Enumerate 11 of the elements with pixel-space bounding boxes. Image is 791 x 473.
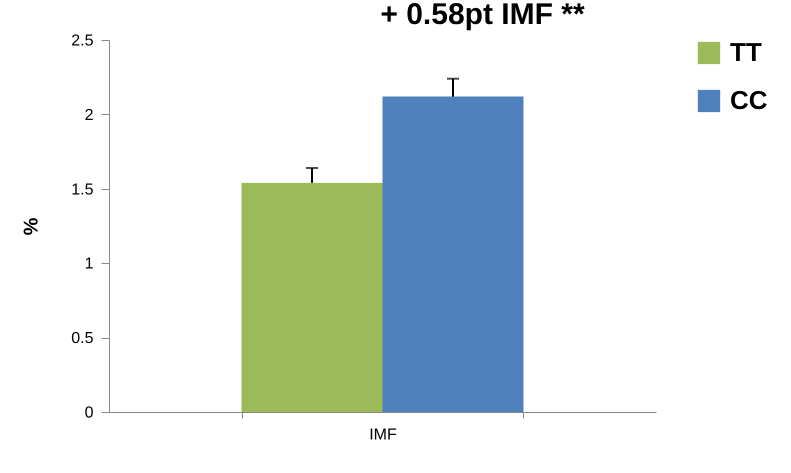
y-tick-label: 2 <box>84 106 94 124</box>
y-tick-label: 2.5 <box>71 32 94 50</box>
y-tick-label: 1.5 <box>71 181 94 198</box>
legend-label: TT <box>730 37 762 67</box>
x-tick-label: IMF <box>369 426 397 444</box>
legend-label: CC <box>730 85 768 115</box>
y-tick-label: 0 <box>84 404 94 422</box>
chart-title: + 0.58pt IMF ** <box>380 0 585 31</box>
y-tick-label: 0.5 <box>71 330 94 348</box>
y-axis-title: % <box>20 217 42 236</box>
y-tick-label: 1 <box>84 256 94 273</box>
